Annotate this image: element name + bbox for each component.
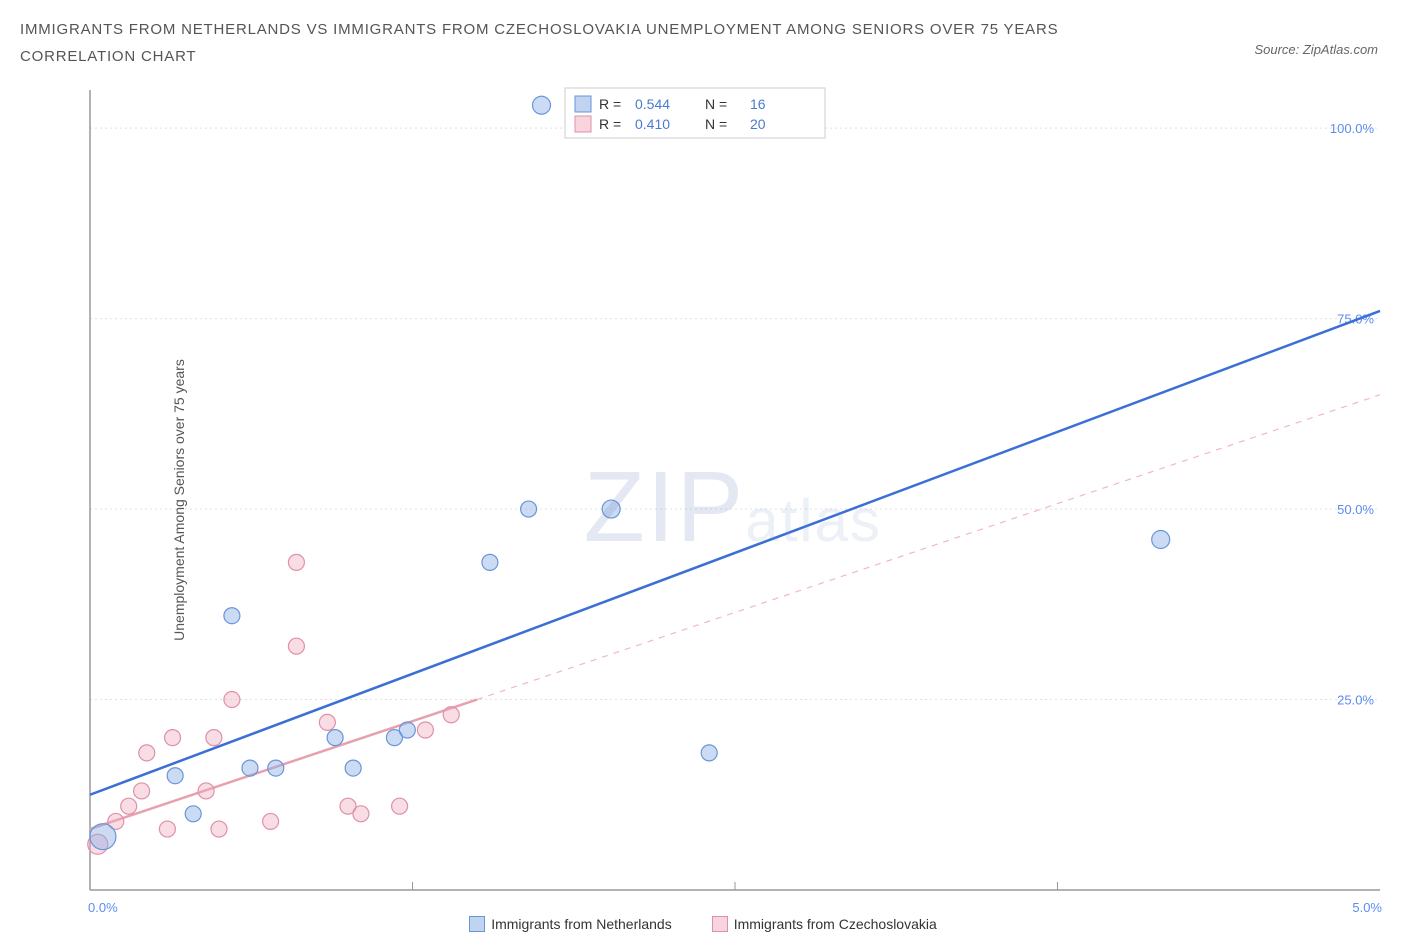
legend-r-value-czechoslovakia: 0.410 — [635, 116, 670, 132]
data-point-netherlands — [1152, 531, 1170, 549]
scatter-chart: 25.0%50.0%75.0%100.0%0.0%5.0%R =0.544N =… — [20, 80, 1390, 920]
legend-n-value-czechoslovakia: 20 — [750, 116, 766, 132]
chart-title-block: IMMIGRANTS FROM NETHERLANDS VS IMMIGRANT… — [20, 16, 1386, 70]
x-tick-label: 0.0% — [88, 900, 118, 915]
data-point-czechoslovakia — [198, 783, 214, 799]
data-point-netherlands — [167, 768, 183, 784]
legend-swatch-blue-icon — [575, 96, 591, 112]
legend-n-value-netherlands: 16 — [750, 96, 766, 112]
data-point-czechoslovakia — [417, 722, 433, 738]
data-point-czechoslovakia — [139, 745, 155, 761]
data-point-netherlands — [345, 760, 361, 776]
y-axis-label: Unemployment Among Seniors over 75 years — [171, 359, 187, 641]
chart-container: Unemployment Among Seniors over 75 years… — [20, 80, 1386, 920]
data-point-netherlands — [602, 500, 620, 518]
data-point-czechoslovakia — [288, 638, 304, 654]
data-point-czechoslovakia — [288, 554, 304, 570]
x-tick-label: 5.0% — [1352, 900, 1382, 915]
data-point-netherlands — [90, 824, 116, 850]
legend-r-label: R = — [599, 96, 621, 112]
legend-swatch-pink-icon — [575, 116, 591, 132]
data-point-czechoslovakia — [319, 714, 335, 730]
title-line-1: IMMIGRANTS FROM NETHERLANDS VS IMMIGRANT… — [20, 16, 1386, 43]
data-point-netherlands — [521, 501, 537, 517]
data-point-netherlands — [701, 745, 717, 761]
data-point-czechoslovakia — [392, 798, 408, 814]
legend-n-label: N = — [705, 96, 727, 112]
data-point-czechoslovakia — [211, 821, 227, 837]
data-point-czechoslovakia — [134, 783, 150, 799]
data-point-czechoslovakia — [165, 730, 181, 746]
data-point-czechoslovakia — [159, 821, 175, 837]
legend-r-value-netherlands: 0.544 — [635, 96, 670, 112]
y-tick-label: 50.0% — [1337, 502, 1374, 517]
trendline-czechoslovakia-solid — [90, 700, 477, 830]
data-point-czechoslovakia — [121, 798, 137, 814]
data-point-netherlands — [482, 554, 498, 570]
data-point-netherlands — [533, 96, 551, 114]
y-tick-label: 100.0% — [1330, 121, 1375, 136]
data-point-netherlands — [185, 806, 201, 822]
title-line-2: CORRELATION CHART — [20, 43, 1386, 70]
trendline-netherlands — [90, 311, 1380, 795]
y-tick-label: 25.0% — [1337, 693, 1374, 708]
data-point-netherlands — [399, 722, 415, 738]
data-point-netherlands — [268, 760, 284, 776]
data-point-netherlands — [242, 760, 258, 776]
legend-n-label: N = — [705, 116, 727, 132]
data-point-czechoslovakia — [224, 692, 240, 708]
trendline-czechoslovakia-dashed — [477, 395, 1380, 700]
data-point-netherlands — [224, 608, 240, 624]
data-point-czechoslovakia — [443, 707, 459, 723]
data-point-czechoslovakia — [206, 730, 222, 746]
data-point-czechoslovakia — [353, 806, 369, 822]
data-point-czechoslovakia — [263, 813, 279, 829]
source-attribution: Source: ZipAtlas.com — [1254, 42, 1378, 57]
legend-r-label: R = — [599, 116, 621, 132]
data-point-netherlands — [327, 730, 343, 746]
